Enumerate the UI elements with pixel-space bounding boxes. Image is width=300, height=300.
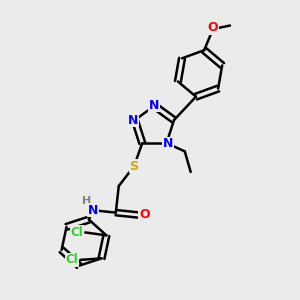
Text: O: O <box>208 21 218 34</box>
Text: Cl: Cl <box>66 254 78 266</box>
Text: Cl: Cl <box>70 226 83 239</box>
Text: H: H <box>82 196 92 206</box>
Text: N: N <box>88 204 98 217</box>
Text: N: N <box>163 137 173 150</box>
Text: S: S <box>130 160 139 172</box>
Text: O: O <box>139 208 150 221</box>
Text: N: N <box>148 99 159 112</box>
Text: N: N <box>128 114 139 127</box>
